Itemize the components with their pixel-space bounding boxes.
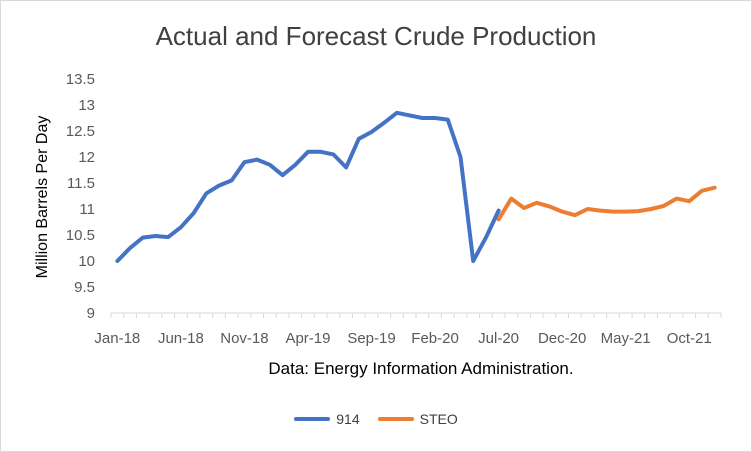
x-tick-label: Jul-20 <box>478 330 519 347</box>
x-tick-label: Nov-18 <box>220 330 268 347</box>
x-tick-label: Dec-20 <box>538 330 586 347</box>
y-tick-label: 11.5 <box>67 175 95 192</box>
y-tick-label: 10 <box>78 253 95 270</box>
x-tick-label: Feb-20 <box>411 330 459 347</box>
y-tick-label: 10.5 <box>66 227 95 244</box>
y-tick-label: 13.5 <box>66 71 95 88</box>
x-tick-label: Apr-19 <box>285 330 330 347</box>
y-tick-label: 13 <box>78 97 95 114</box>
y-tick-label: 9.5 <box>74 279 95 296</box>
legend-item-914: 914 <box>294 411 360 427</box>
legend: 914 STEO <box>1 411 751 427</box>
x-tick-label: Jan-18 <box>94 330 140 347</box>
y-tick-label: 11 <box>79 201 95 218</box>
plot-area: 9 9.5 10 10.5 11 11.5 12 12.5 13 13.5 Jan-18 Jun-18… <box>66 71 722 347</box>
legend-item-steo: STEO <box>377 411 458 427</box>
legend-label-914: 914 <box>336 411 360 427</box>
y-tick-label: 9 <box>87 305 95 322</box>
x-tick-label: May-21 <box>601 330 651 347</box>
x-tick-label: Sep-19 <box>347 330 395 347</box>
y-tick-label: 12 <box>78 149 95 166</box>
legend-swatch-914 <box>294 417 331 421</box>
x-tick-label: Jun-18 <box>158 330 204 347</box>
x-tick-label: Oct-21 <box>667 330 712 347</box>
y-tick-label: 12.5 <box>66 123 95 140</box>
legend-label-steo: STEO <box>419 411 458 427</box>
chart-title: Actual and Forecast Crude Production <box>155 21 597 51</box>
legend-swatch-steo <box>377 417 414 421</box>
series-line-steo <box>496 185 717 222</box>
x-axis-label: Data: Energy Information Administration. <box>268 359 574 378</box>
series-line-914 <box>115 110 501 263</box>
